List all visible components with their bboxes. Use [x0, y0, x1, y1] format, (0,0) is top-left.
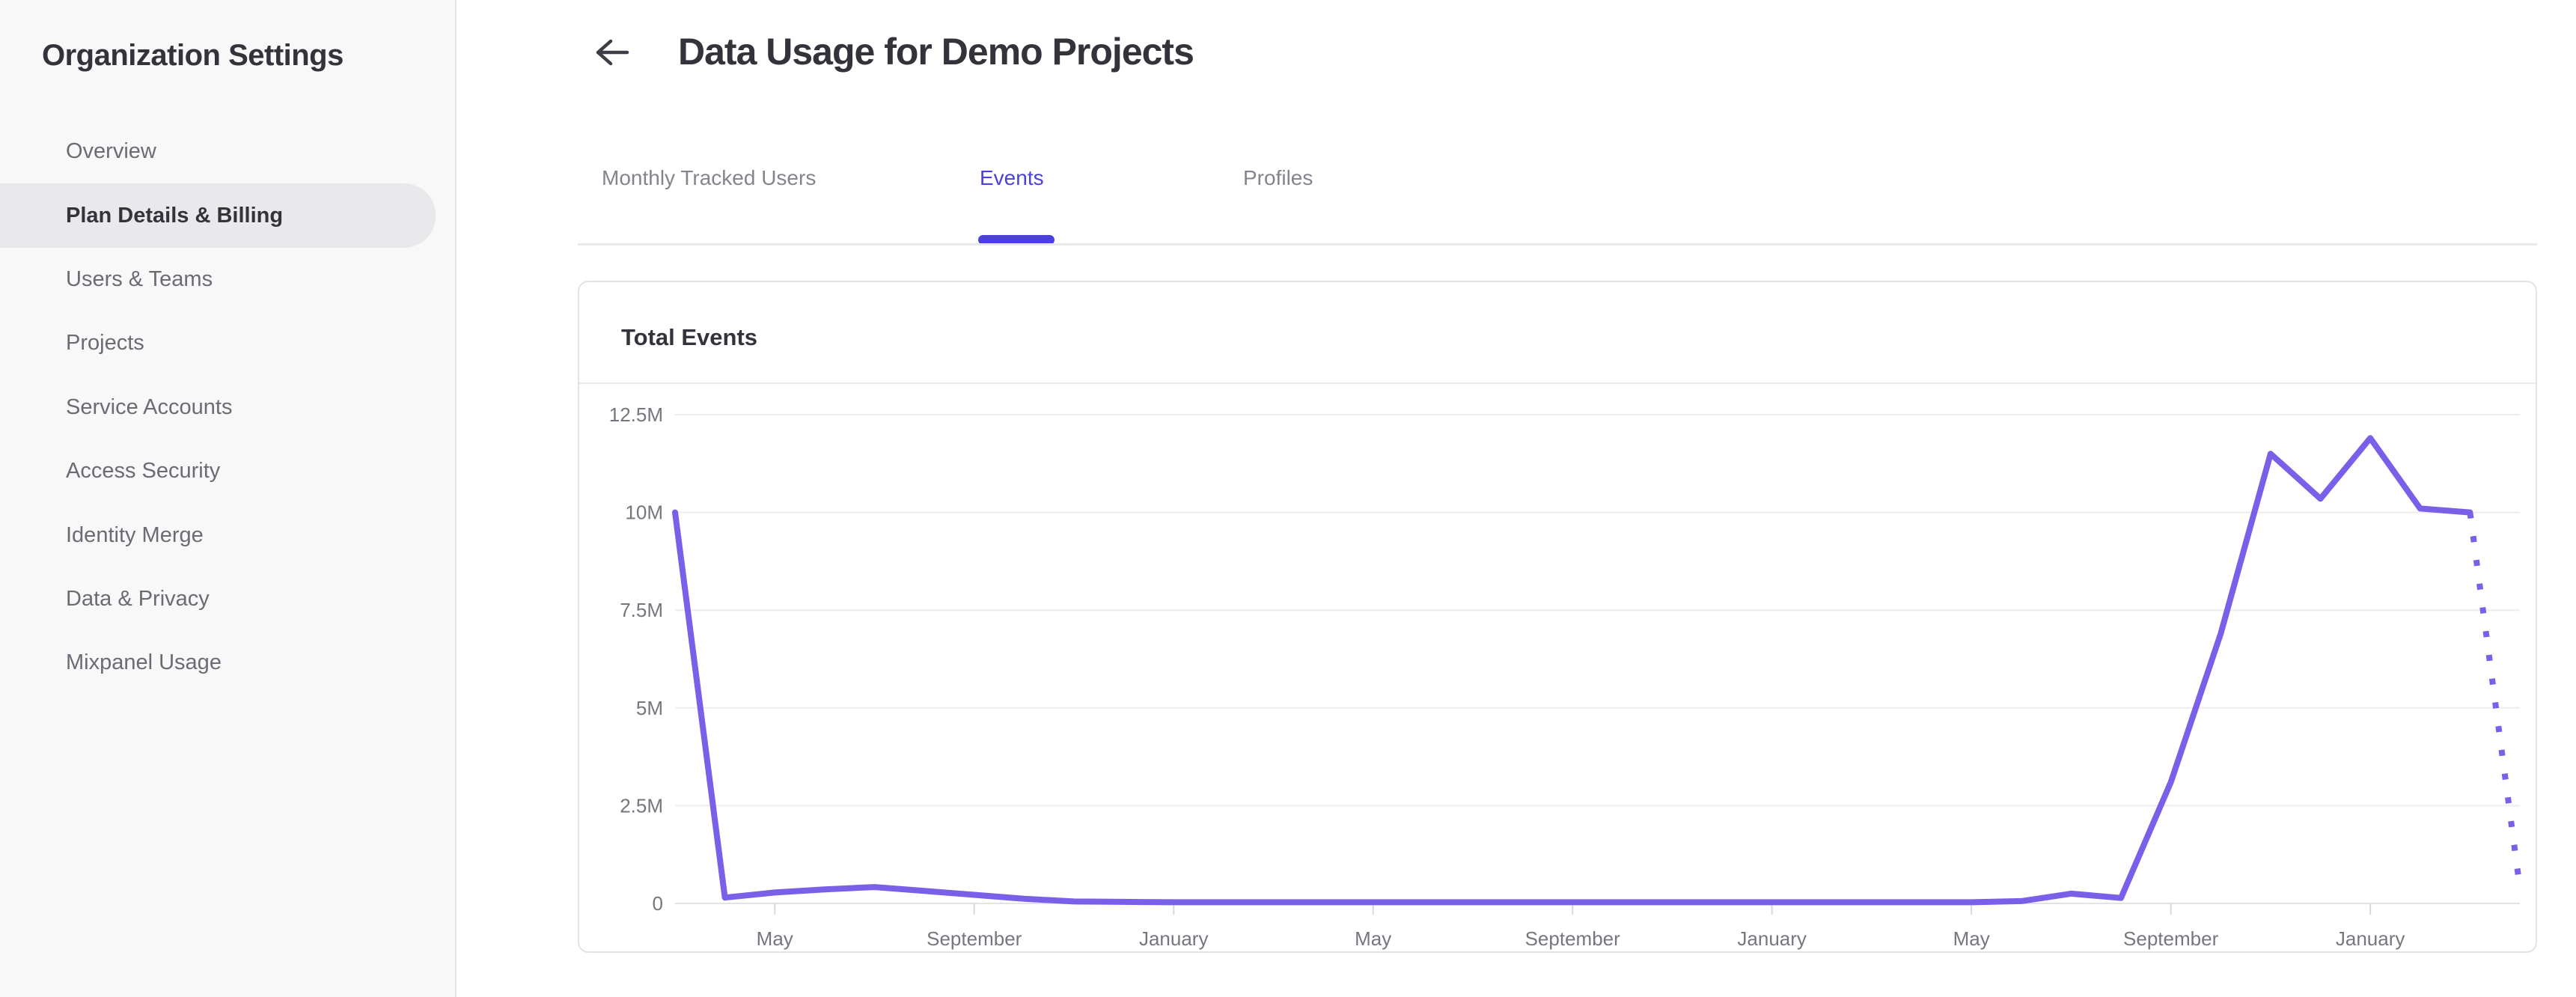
sidebar: Organization Settings Overview Plan Detai…: [0, 0, 457, 997]
total-events-projection-dotted-line: [2467, 512, 2523, 888]
active-tab-indicator: [978, 235, 1054, 245]
sidebar-item-projects[interactable]: Projects: [66, 331, 144, 356]
total-events-line-chart: 12.5M 10M 7.5M 5M 2.5M 0 May September January Ma…: [609, 403, 2523, 950]
x-axis-label-january: January: [1737, 927, 1807, 950]
sidebar-title: Organization Settings: [42, 39, 344, 72]
x-axis-label-september: September: [927, 927, 1022, 950]
y-axis-label-2.5M: 2.5M: [620, 794, 663, 817]
sidebar-item-users-teams[interactable]: Users & Teams: [66, 266, 213, 291]
sidebar-item-identity-merge[interactable]: Identity Merge: [66, 522, 204, 547]
card-divider: [579, 382, 2536, 384]
x-axis-label-may: May: [757, 927, 793, 950]
sidebar-nav: Overview Plan Details & Billing Users & Te…: [0, 120, 455, 695]
y-axis-label-0: 0: [653, 892, 663, 915]
sidebar-item-service-accounts[interactable]: Service Accounts: [66, 394, 233, 419]
page-title: Data Usage for Demo Projects: [678, 31, 1194, 73]
sidebar-item-plan-details-billing[interactable]: Plan Details & Billing: [0, 183, 436, 248]
x-axis-label-september: September: [1525, 927, 1621, 950]
tab-events[interactable]: Events: [980, 166, 1044, 189]
y-axis-label-5M: 5M: [636, 697, 663, 719]
x-axis-label-september: September: [2123, 927, 2219, 950]
sidebar-item-access-security[interactable]: Access Security: [66, 459, 221, 484]
x-axis-label-may: May: [1355, 927, 1391, 950]
main-content: Data Usage for Demo Projects Monthly Tra…: [457, 0, 2576, 997]
tab-bar: Monthly Tracked Users Events Profiles: [457, 0, 2576, 247]
tab-profiles[interactable]: Profiles: [1243, 166, 1313, 189]
total-events-series-line: [672, 435, 2473, 906]
x-axis-label-january: January: [2336, 927, 2405, 950]
sidebar-item-mixpanel-usage[interactable]: Mixpanel Usage: [66, 650, 222, 675]
x-axis-label-may: May: [1953, 927, 1990, 950]
total-events-card: Total Events 12.5M 10M 7.5M 5M 2.5M 0 May Septe…: [578, 281, 2537, 953]
back-arrow-icon: [596, 39, 629, 66]
y-axis-label-10M: 10M: [625, 501, 663, 524]
y-axis-label-12.5M: 12.5M: [609, 403, 663, 426]
card-title: Total Events: [621, 324, 758, 350]
y-axis-label-7.5M: 7.5M: [620, 599, 663, 621]
tab-bar-divider: [578, 243, 2537, 246]
sidebar-item-data-privacy[interactable]: Data & Privacy: [66, 586, 210, 611]
x-axis-label-january: January: [1139, 927, 1209, 950]
sidebar-item-overview[interactable]: Overview: [66, 139, 156, 164]
back-button[interactable]: [593, 36, 632, 69]
tab-monthly-tracked-users[interactable]: Monthly Tracked Users: [602, 166, 817, 189]
